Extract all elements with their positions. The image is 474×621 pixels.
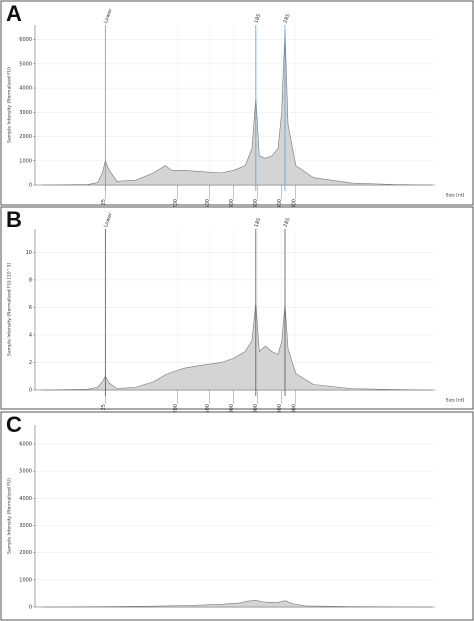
x-tick-label: 1000	[229, 404, 235, 417]
y-tick-label: 6000	[19, 442, 32, 448]
x-tick-label: 200	[173, 404, 179, 414]
trace-area	[41, 303, 432, 391]
x-tick-label: 4000	[277, 404, 283, 417]
x-axis-label: Size [nt]	[446, 193, 465, 199]
peak-label: 18S	[253, 217, 262, 228]
y-tick-label: 1000	[19, 158, 32, 164]
y-tick-label: 3000	[19, 110, 32, 116]
y-tick-label: 5000	[19, 61, 32, 67]
x-tick-label: 6000	[291, 404, 297, 417]
x-tick-label: 2000	[253, 199, 259, 212]
trace-area	[41, 600, 432, 608]
y-axis-label: Sample Intensity (Normalized FU) [10^3]	[7, 263, 13, 356]
y-tick-label: 2000	[19, 134, 32, 140]
y-tick-label: 0	[29, 388, 32, 394]
y-tick-label: 8	[29, 277, 32, 283]
y-tick-label: 2000	[19, 550, 32, 556]
y-tick-label: 0	[29, 605, 32, 611]
x-axis-label: Size [nt]	[446, 398, 465, 404]
panel-letter: B	[6, 207, 22, 232]
x-tick-label: 4000	[277, 199, 283, 212]
x-tick-label: 1000	[229, 199, 235, 212]
peak-label: Lower	[103, 7, 114, 24]
y-axis-label: Sample Intensity (Normalized FU)	[7, 478, 13, 554]
x-tick-label: 6000	[291, 199, 297, 212]
x-tick-label: 25	[101, 199, 107, 205]
x-tick-label: 500	[205, 199, 211, 209]
y-tick-label: 3000	[19, 523, 32, 529]
panel-letter: A	[6, 1, 22, 26]
y-tick-label: 6	[29, 305, 32, 311]
y-axis-label: Sample Intensity (Normalized FU)	[7, 67, 13, 143]
x-tick-label: 500	[205, 404, 211, 414]
x-tick-label: 2000	[253, 404, 259, 417]
peak-label: 18S	[253, 13, 262, 24]
y-tick-label: 4	[29, 332, 32, 338]
y-tick-label: 2	[29, 360, 32, 366]
y-tick-label: 4000	[19, 496, 32, 502]
x-tick-label: 200	[173, 199, 179, 209]
y-tick-label: 4000	[19, 86, 32, 92]
peak-label: 28S	[283, 217, 292, 228]
y-tick-label: 5000	[19, 469, 32, 475]
peak-label: Lower	[103, 211, 114, 228]
panel-letter: C	[6, 412, 22, 437]
y-tick-label: 1000	[19, 577, 32, 583]
panel-border	[0, 411, 474, 621]
peak-label: 28S	[283, 13, 292, 24]
y-tick-label: 6000	[19, 37, 32, 43]
x-tick-label: 25	[101, 404, 107, 410]
y-tick-label: 10	[26, 250, 32, 256]
y-tick-label: 0	[29, 183, 32, 189]
trace-area	[41, 29, 432, 186]
